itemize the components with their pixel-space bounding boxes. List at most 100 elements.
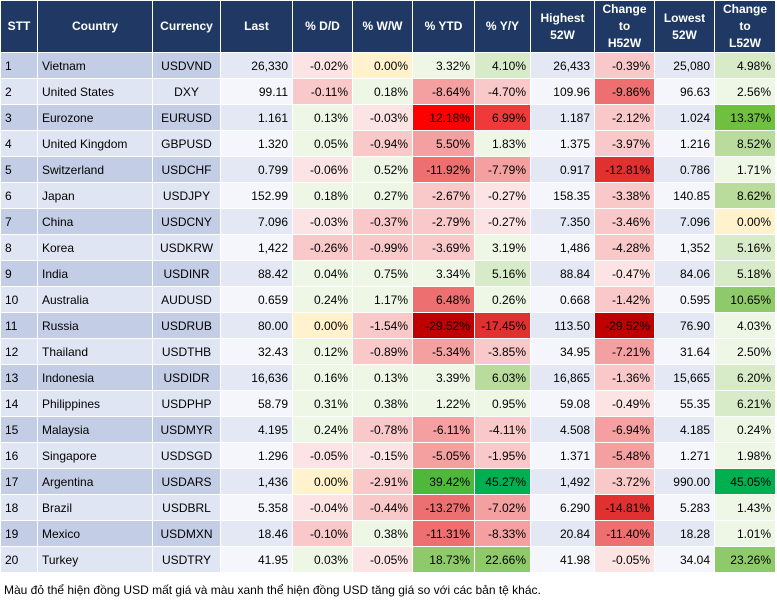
table-cell: 0.659 [220,286,293,313]
table-cell: 76.90 [654,312,715,339]
table-cell: DXY [152,78,221,105]
table-cell: 6.48% [412,286,475,313]
table-cell: 1.43% [714,494,776,521]
table-cell: 2.50% [714,338,776,365]
footnote: Màu đỏ thể hiện đồng USD mất giá và màu … [4,583,541,597]
table-cell: -29.52% [594,312,655,339]
table-cell: 3.32% [412,52,475,79]
table-cell: 6.03% [474,364,531,391]
table-cell: 113.50 [530,312,595,339]
column-header: % YTD [412,0,475,53]
table-cell: 16 [0,442,38,469]
table-cell: EURUSD [152,104,221,131]
table-cell: USDCHF [152,156,221,183]
table-cell: -0.27% [474,208,531,235]
table-cell: 1,352 [654,234,715,261]
table-row: 13 Indonesia USDIDR 16,636 0.16% 0.13% 3.39% 6.… [0,364,776,391]
table-cell: 8 [0,234,38,261]
table-cell: 55.35 [654,390,715,417]
table-cell: 5.283 [654,494,715,521]
table-cell: 0.03% [292,546,353,573]
table-cell: -0.78% [352,416,413,443]
table-cell: 0.75% [352,260,413,287]
table-cell: 0.24% [292,416,353,443]
table-cell: -0.37% [352,208,413,235]
table-cell: 5.50% [412,130,475,157]
table-cell: 1.320 [220,130,293,157]
table-cell: Australia [37,286,153,313]
table-cell: 0.31% [292,390,353,417]
table-cell: Eurozone [37,104,153,131]
table-cell: 0.917 [530,156,595,183]
table-row: 1 Vietnam USDVND 26,330 -0.02% 0.00% 3.32% 4.10… [0,52,776,79]
table-cell: AUDUSD [152,286,221,313]
table-row: 7 China USDCNY 7.096 -0.03% -0.37% -2.79% -0.27… [0,208,776,235]
table-cell: 4.98% [714,52,776,79]
table-cell: -0.89% [352,338,413,365]
table-cell: Philippines [37,390,153,417]
table-cell: 18.73% [412,546,475,573]
table-row: 18 Brazil USDBRL 5.358 -0.04% -0.44% -13.27% -7… [0,494,776,521]
table-row: 8 Korea USDKRW 1,422 -0.26% -0.99% -3.69% 3.19%… [0,234,776,261]
table-cell: 7.350 [530,208,595,235]
table-cell: -0.94% [352,130,413,157]
table-cell: 1.271 [654,442,715,469]
table-cell: USDPHP [152,390,221,417]
table-cell: USDIDR [152,364,221,391]
table-cell: 59.08 [530,390,595,417]
table-cell: 1,436 [220,468,293,495]
table-cell: Brazil [37,494,153,521]
table-cell: 45.05% [714,468,776,495]
table-row: 20 Turkey USDTRY 41.95 0.03% -0.05% 18.73% 22.6… [0,546,776,573]
table-cell: 0.668 [530,286,595,313]
table-cell: -2.79% [412,208,475,235]
table-cell: 3.39% [412,364,475,391]
table-cell: 3.19% [474,234,531,261]
table-row: 19 Mexico USDMXN 18.46 -0.10% 0.38% -11.31% -8.… [0,520,776,547]
table-cell: 1.296 [220,442,293,469]
column-header: Change to H52W [594,0,655,53]
table-cell: 1.161 [220,104,293,131]
table-cell: 12.18% [412,104,475,131]
table-cell: -6.94% [594,416,655,443]
table-cell: -1.95% [474,442,531,469]
table-cell: -7.02% [474,494,531,521]
table-cell: 5.16% [714,234,776,261]
table-cell: 1.71% [714,156,776,183]
table-cell: 0.38% [352,520,413,547]
table-row: 16 Singapore USDSGD 1.296 -0.05% -0.15% -5.05%… [0,442,776,469]
table-row: 15 Malaysia USDMYR 4.195 0.24% -0.78% -6.11% -4… [0,416,776,443]
table-cell: 990.00 [654,468,715,495]
table-cell: USDARS [152,468,221,495]
table-cell: 5.16% [474,260,531,287]
table-cell: 4.195 [220,416,293,443]
table-cell: -11.31% [412,520,475,547]
table-cell: 3 [0,104,38,131]
table-cell: -0.03% [352,104,413,131]
table-cell: 15 [0,416,38,443]
table-cell: -0.10% [292,520,353,547]
table-cell: 2 [0,78,38,105]
table-cell: 4.10% [474,52,531,79]
table-cell: 41.98 [530,546,595,573]
table-cell: -3.97% [594,130,655,157]
table-cell: -0.49% [594,390,655,417]
table-cell: 26,330 [220,52,293,79]
table-cell: GBPUSD [152,130,221,157]
table-cell: Japan [37,182,153,209]
table-cell: -0.27% [474,182,531,209]
table-cell: 18.46 [220,520,293,547]
table-cell: 0.18% [352,78,413,105]
table-cell: -0.02% [292,52,353,79]
table-cell: 0.16% [292,364,353,391]
table-cell: 0.799 [220,156,293,183]
table-cell: Indonesia [37,364,153,391]
table-cell: 4 [0,130,38,157]
table-cell: USDTHB [152,338,221,365]
table-row: 2 United States DXY 99.11 -0.11% 0.18% -8.64% -… [0,78,776,105]
table-cell: 25,080 [654,52,715,79]
table-cell: 109.96 [530,78,595,105]
table-cell: 1.98% [714,442,776,469]
table-cell: 1.371 [530,442,595,469]
